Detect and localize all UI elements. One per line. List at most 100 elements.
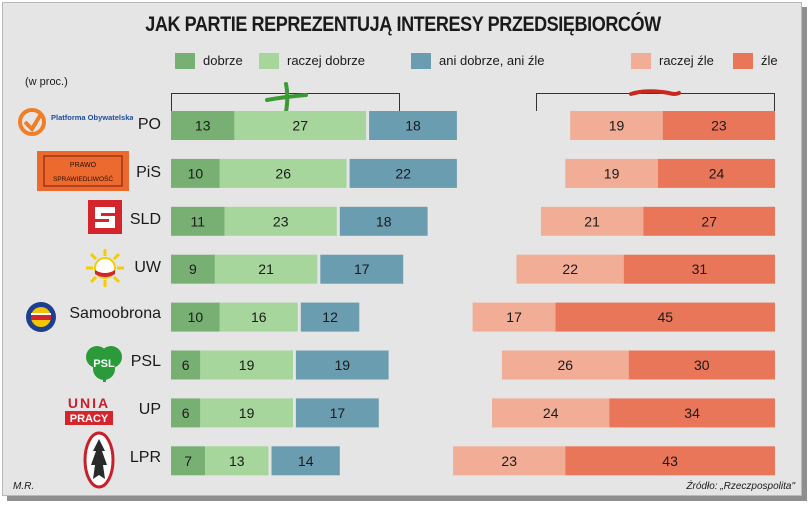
legend-swatch-ani [411,53,431,69]
data-label-samoobrona-raczej-zle: 17 [506,309,522,325]
po-logo: Platforma Obywatelska [18,108,133,136]
bar-samoobrona-raczej-zle [472,302,556,332]
bar-lpr-zle [565,446,775,476]
data-label-pis-zle: 24 [709,165,725,181]
data-label-sld-dobrze: 11 [191,213,206,229]
bar-pis-raczej-zle [565,158,658,188]
data-label-po-zle: 23 [711,118,727,134]
data-label-sld-raczej-dobrze: 23 [273,213,289,229]
bar-up-raczej-dobrze [200,398,293,428]
data-label-samoobrona-dobrze: 10 [188,309,204,325]
up-logo: UNIA PRACY [65,395,113,425]
bar-samoobrona-dobrze [171,302,220,332]
legend-swatch-raczej-zle [631,53,651,69]
lpr-logo [83,431,115,489]
data-label-po-ani: 18 [405,118,421,134]
bar-pis-raczej-dobrze [219,158,347,188]
bar-lpr-dobrze [171,446,206,476]
data-label-pis-dobrze: 10 [188,165,204,181]
data-label-uw-raczej-dobrze: 21 [258,261,274,277]
bar-po-raczej-dobrze [234,111,367,140]
bar-samoobrona-ani [300,302,360,332]
negative-bracket [536,93,775,111]
bar-psl-zle [628,350,775,380]
po-logo-text: Platforma Obywatelska [51,113,133,122]
data-label-samoobrona-ani: 12 [322,309,338,325]
party-label-samoobrona: Samoobrona [69,305,161,322]
legend-swatch-dobrze [175,53,195,69]
bar-psl-raczej-zle [501,350,629,380]
bar-up-raczej-zle [492,398,610,428]
bar-pis-ani [349,158,457,188]
bar-uw-ani [320,254,404,284]
data-label-up-raczej-zle: 24 [543,405,559,421]
bar-lpr-ani [271,446,340,476]
data-label-po-dobrze: 13 [195,118,211,134]
party-label-lpr: LPR [129,449,161,466]
psl-logo: PSL [86,346,122,382]
bar-samoobrona-zle [555,302,775,332]
bar-uw-zle [623,254,775,284]
legend-swatch-zle [733,53,753,69]
bar-psl-ani [295,350,389,380]
bar-uw-dobrze [171,254,215,284]
data-label-up-raczej-dobrze: 19 [239,405,255,421]
bar-sld-zle [643,206,775,236]
party-label-up: UP [138,401,161,418]
party-label-psl: PSL [130,353,161,370]
data-label-psl-raczej-zle: 26 [558,357,574,373]
samoobrona-logo [26,302,56,332]
data-label-up-dobrze: 6 [182,405,190,421]
source-note: Źródło: „Rzeczpospolita" [686,481,795,492]
data-label-pis-ani: 22 [395,165,411,181]
data-label-lpr-ani: 14 [298,453,314,469]
legend-label-zle: źle [761,53,778,68]
bar-psl-dobrze [171,350,201,380]
legend-swatch-raczej-dobrze [259,53,279,69]
legend-label-raczej-zle: raczej źle [659,53,714,68]
data-label-sld-zle: 27 [701,213,717,229]
data-label-pis-raczej-zle: 19 [604,165,620,181]
author-initials: M.R. [13,481,35,492]
party-label-sld: SLD [129,211,161,228]
bar-sld-raczej-dobrze [224,206,337,236]
data-label-samoobrona-zle: 45 [658,309,674,325]
bar-up-ani [295,398,379,428]
data-label-uw-ani: 17 [354,261,370,277]
party-label-po: PO [137,116,161,133]
data-label-up-ani: 17 [330,405,346,421]
bar-uw-raczej-dobrze [214,254,318,284]
chart-frame: JAK PARTIE REPREZENTUJĄ INTERESY PRZEDSI… [2,2,802,496]
bar-sld-ani [339,206,428,236]
data-label-uw-zle: 31 [692,261,708,277]
party-label-pis: PiS [136,164,161,181]
data-label-po-raczej-dobrze: 27 [292,118,308,134]
bar-lpr-raczej-dobrze [205,446,269,476]
up-logo-line1: UNIA [68,395,110,411]
bars-plot-area: 13 27 18 19 23 10 26 22 19 24 11 23 18 21 27 9 21 17 22 31 1… [171,111,775,476]
bar-pis-dobrze [171,158,220,188]
pis-logo: PRAWO SPRAWIEDLIWOŚĆ [37,151,129,191]
bar-lpr-raczej-zle [453,446,566,476]
sld-logo [88,200,122,234]
bar-uw-raczej-zle [516,254,624,284]
bar-po-dobrze [171,111,235,140]
bar-po-raczej-zle [570,111,663,140]
data-label-uw-dobrze: 9 [189,261,197,277]
bar-po-ani [369,111,457,140]
bar-sld-dobrze [171,206,225,236]
minus-icon [629,89,681,96]
data-label-po-raczej-zle: 19 [609,118,625,134]
data-label-psl-dobrze: 6 [182,357,190,373]
pis-logo-line2: SPRAWIEDLIWOŚĆ [53,174,113,183]
data-label-sld-ani: 18 [376,213,392,229]
data-label-samoobrona-raczej-dobrze: 16 [251,309,267,325]
uw-logo [86,249,124,287]
legend-label-raczej-dobrze: raczej dobrze [287,53,366,68]
pis-logo-line1: PRAWO [70,162,97,169]
party-label-uw: UW [134,259,161,276]
bar-sld-raczej-zle [540,206,644,236]
data-label-uw-raczej-zle: 22 [562,261,578,277]
data-label-lpr-raczej-dobrze: 13 [229,453,245,469]
unit-note: (w proc.) [25,76,68,88]
